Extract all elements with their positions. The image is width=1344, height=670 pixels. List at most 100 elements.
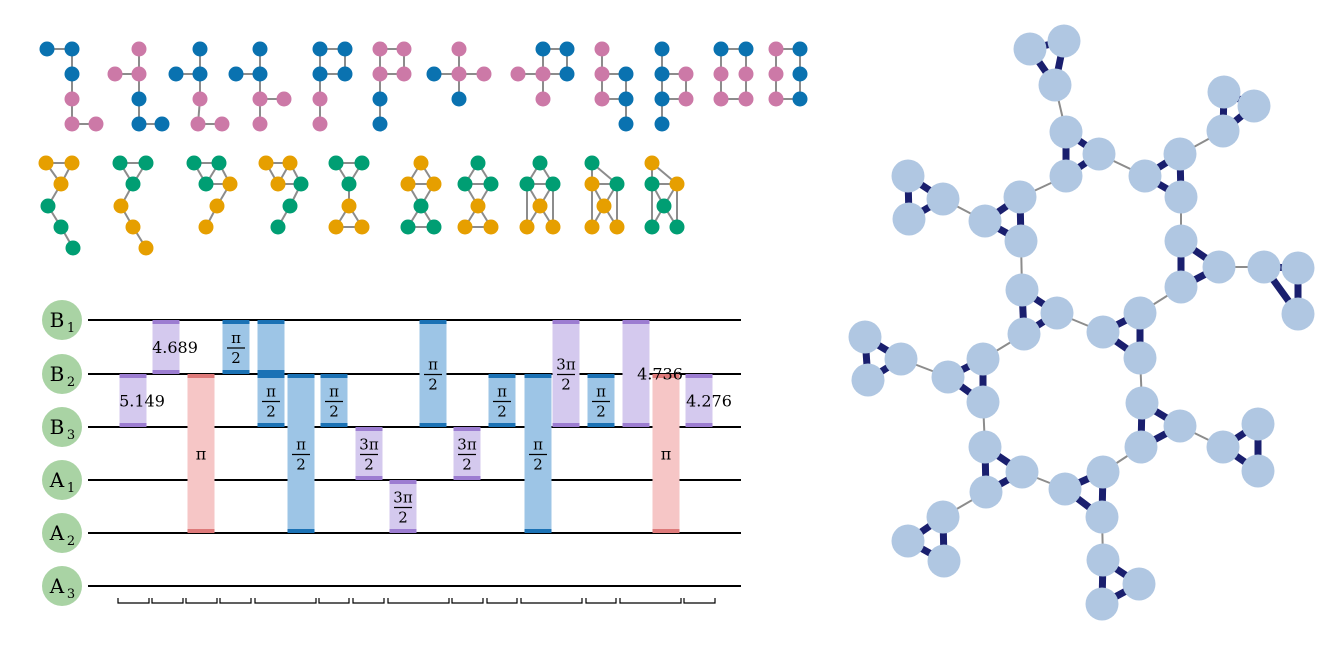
graph-node [609,219,625,235]
graph-node [396,66,412,82]
lattice-site [968,204,1002,238]
gate-label-value: π [661,445,672,464]
graph-node [470,198,486,214]
graph-node [341,198,357,214]
timing-bracket [451,598,484,604]
qubit-badge [42,407,82,447]
graph-node [209,198,225,214]
graph-node [584,219,600,235]
timing-bracket [387,598,450,604]
gate-label-denominator: 2 [533,456,543,474]
qubit-subscript: 2 [67,375,75,390]
gate-blue [287,374,315,533]
graph-node [654,66,670,82]
gate-label-numerator: 3π [393,489,413,507]
lattice-site [1086,315,1120,349]
qubit-subscript: 2 [67,534,75,549]
graph-node [654,91,670,107]
gate-top-cap [257,320,285,324]
gate-bottom-cap [652,529,680,533]
gate-label-value: 4.276 [686,392,732,411]
graph-node [519,219,535,235]
graph-node [559,66,575,82]
gate-label-denominator: 2 [296,456,306,474]
lattice-site [1247,250,1281,284]
graph-node [211,155,227,171]
gate-bar [222,320,250,374]
gate-bottom-cap [552,423,580,427]
lattice-site [1202,250,1236,284]
graph-node [65,240,81,256]
gate-label-numerator: 3π [457,436,477,454]
gate-label-denominator: 2 [398,509,408,527]
graph-node [584,176,600,192]
molecule-graph [258,155,309,235]
graph-node [64,66,80,82]
graph-node [276,91,292,107]
lattice-site [1082,137,1116,171]
lattice-triangle [931,342,1000,419]
gate-label-numerator: π [596,383,606,401]
graph-node [535,41,551,57]
graph-node [112,155,128,171]
lattice-site [969,475,1003,509]
qubit-badge [42,354,82,394]
gate-bottom-cap [355,476,383,480]
graph-node [792,41,808,57]
graph-node [341,176,357,192]
timing-bracket [219,598,252,604]
lattice-site [926,500,960,534]
gate-purple [685,374,713,427]
gate-label: 4.276 [686,392,732,411]
gate-bar [685,374,713,427]
lattice-weak-bonds [900,84,1264,561]
gate-blue [222,320,250,374]
graph-node [792,66,808,82]
gate-bar [257,374,285,427]
gate-bar [552,320,580,427]
molecule-graph [312,41,353,132]
molecule-graph [594,41,634,132]
graph-node [400,219,416,235]
gate-label-value: 5.149 [119,392,165,411]
lattice-site [1007,317,1041,351]
gate-label-numerator: π [296,436,306,454]
gate-bottom-cap [152,370,180,374]
molecule-graph [510,41,575,107]
gate-purple [355,427,383,480]
gate-purple [552,320,580,427]
lattice-triangle [848,320,918,397]
lattice-site [848,320,882,354]
graph-node [312,116,328,132]
graph-node [198,219,214,235]
timing-bracket [520,598,583,604]
gate-bar [587,374,615,427]
graph-node [510,66,526,82]
graph-node [354,219,370,235]
graph-node [713,66,729,82]
gate-label: 3π2 [393,489,413,527]
lattice-site [1085,500,1119,534]
gate-label: π2 [424,356,442,394]
qubit-name: A [49,521,65,545]
graph-node [154,116,170,132]
graph-node [192,41,208,57]
gate-top-cap [320,374,348,378]
gate-bar [320,374,348,427]
graph-node [400,176,416,192]
graph-node [545,176,561,192]
lattice-site [1163,137,1197,171]
lattice-site [1048,472,1082,506]
gate-top-cap [287,374,315,378]
timing-bracket [151,598,184,604]
gate-top-cap [119,374,147,378]
molecule-graph [713,41,754,107]
gate-label-denominator: 2 [266,403,276,421]
graph-node [413,198,429,214]
gate-label-numerator: π [497,383,507,401]
graph-node [328,155,344,171]
graph-node [312,41,328,57]
timing-bracket [585,598,617,604]
